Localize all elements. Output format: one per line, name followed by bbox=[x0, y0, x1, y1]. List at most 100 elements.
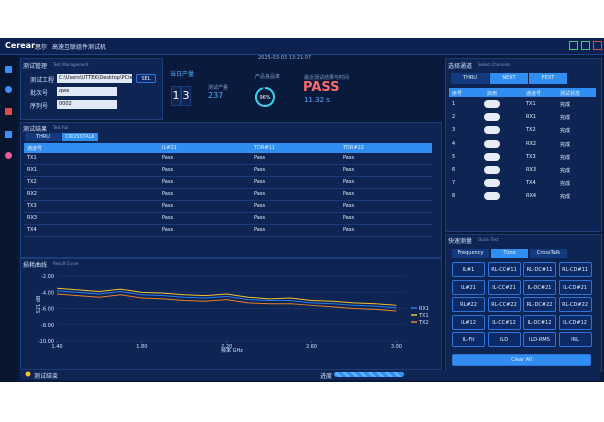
channel-status: 完成 bbox=[560, 154, 571, 161]
channel-name: RX4 bbox=[526, 193, 537, 200]
title-bar bbox=[0, 38, 604, 55]
quick-tab[interactable]: Time bbox=[491, 249, 528, 258]
table-cell: RX1 bbox=[27, 167, 38, 173]
close-button[interactable] bbox=[593, 41, 602, 50]
enable-toggle[interactable] bbox=[484, 139, 500, 148]
quick-button[interactable]: IL-Fit bbox=[452, 332, 485, 347]
nav-icon[interactable] bbox=[5, 66, 12, 73]
progress-bar bbox=[334, 372, 404, 377]
table-cell: Pass bbox=[343, 167, 355, 173]
enable-toggle[interactable] bbox=[484, 192, 500, 201]
enable-toggle[interactable] bbox=[484, 166, 500, 174]
datetime: 2025-03-03 13:21:07 bbox=[258, 55, 312, 61]
enable-toggle[interactable] bbox=[484, 179, 500, 188]
channel-status: 完成 bbox=[560, 115, 571, 122]
progress-label: 进度 bbox=[320, 373, 333, 380]
table-cell: Pass bbox=[254, 155, 266, 161]
logo: Cerear bbox=[5, 41, 36, 50]
channel-name: TX2 bbox=[526, 127, 536, 134]
x-tick-label: 3.00 bbox=[391, 344, 402, 350]
quick-tab[interactable]: CrossTalk bbox=[530, 249, 567, 258]
nav-icon[interactable] bbox=[5, 152, 12, 159]
window-button[interactable] bbox=[581, 41, 590, 50]
field-label: 批次号 bbox=[30, 90, 49, 97]
channel-tab[interactable]: NEXT bbox=[490, 73, 528, 84]
x-tick-label: 2.20 bbox=[221, 344, 232, 350]
field-input[interactable]: qwe bbox=[57, 87, 117, 96]
channel-name: TX1 bbox=[526, 101, 536, 107]
quick-button[interactable]: RL-CC#11 bbox=[487, 262, 521, 277]
quick-button[interactable]: RL-CC#22 bbox=[487, 297, 521, 312]
channel-name: TX3 bbox=[526, 153, 536, 160]
quick-button[interactable]: RL-CD#11 bbox=[558, 262, 592, 277]
clear-button[interactable]: Clear All bbox=[452, 354, 591, 366]
legend-label: TX1 bbox=[418, 313, 429, 319]
table-row bbox=[24, 153, 432, 165]
nav-icon[interactable] bbox=[5, 131, 12, 138]
table-header bbox=[24, 143, 432, 153]
channel-name: RX3 bbox=[526, 167, 537, 173]
enable-toggle[interactable] bbox=[484, 113, 500, 122]
panel-title: 测试管理 bbox=[23, 63, 48, 70]
quick-button[interactable]: ILD bbox=[487, 332, 521, 347]
column-header: 测试状态 bbox=[560, 91, 581, 97]
panel-title: 测试结果 bbox=[23, 126, 48, 133]
quick-button[interactable]: IL#12 bbox=[452, 314, 485, 330]
quick-button[interactable]: RL-DC#22 bbox=[523, 297, 556, 312]
row-index: 6 bbox=[452, 167, 456, 173]
nav-icon[interactable] bbox=[5, 108, 12, 115]
quick-button[interactable]: RL-CD#22 bbox=[558, 297, 592, 312]
quick-button[interactable]: IL-CD#12 bbox=[558, 314, 592, 330]
result-tab[interactable]: THRU bbox=[25, 133, 61, 141]
enable-toggle[interactable] bbox=[484, 100, 500, 108]
quick-button[interactable]: IL#21 bbox=[452, 279, 485, 295]
panel-title: 快速测量 bbox=[448, 238, 473, 245]
quick-tab[interactable]: Frequency bbox=[452, 249, 489, 258]
y-tick-label: -2.00 bbox=[41, 274, 54, 280]
quick-button[interactable]: IL-DC#12 bbox=[523, 314, 556, 330]
enable-toggle[interactable] bbox=[484, 152, 500, 161]
table-cell: Pass bbox=[162, 227, 174, 233]
curve-line bbox=[56, 293, 397, 312]
quick-button[interactable]: IL-DC#21 bbox=[523, 279, 556, 295]
select-button[interactable]: SEL bbox=[136, 74, 156, 83]
row-index: 5 bbox=[452, 153, 456, 160]
digit: 3 bbox=[181, 86, 191, 106]
y-tick-label: -10.00 bbox=[38, 339, 54, 345]
field-input[interactable]: C:\Users\UTTEK\Desktop\PCIe B测 bbox=[57, 74, 132, 83]
channel-tab[interactable]: THRU bbox=[451, 73, 489, 84]
window-button[interactable] bbox=[569, 41, 578, 50]
quick-button[interactable]: IL-CD#21 bbox=[558, 279, 592, 295]
table-cell: Pass bbox=[343, 191, 355, 197]
result-tab[interactable]: CROSSTALK bbox=[62, 133, 98, 141]
quick-button[interactable]: IRL bbox=[558, 332, 592, 347]
nav-icon[interactable] bbox=[5, 86, 12, 93]
table-cell: Pass bbox=[254, 179, 266, 185]
quick-button[interactable]: IL#1 bbox=[452, 262, 485, 277]
yield-arc bbox=[255, 87, 275, 107]
table-row bbox=[24, 213, 432, 225]
total: 237 bbox=[208, 91, 224, 100]
quick-button[interactable]: IL-CC#12 bbox=[487, 314, 521, 330]
quick-button[interactable]: RL#22 bbox=[452, 297, 485, 312]
time: 11.32 s bbox=[304, 96, 330, 104]
y-axis-label: S21 dB bbox=[36, 295, 42, 313]
table-cell: Pass bbox=[254, 203, 266, 209]
enable-toggle[interactable] bbox=[484, 126, 500, 135]
channel-name: RX2 bbox=[526, 140, 537, 147]
field-input[interactable]: 0002 bbox=[57, 100, 117, 109]
column-header: IL#21 bbox=[162, 145, 177, 151]
quick-button[interactable]: RL-DC#11 bbox=[523, 262, 556, 277]
quick-button[interactable]: IL-CC#21 bbox=[487, 279, 521, 295]
logo-cn: 思尔 bbox=[35, 44, 48, 51]
legend-label: RX1 bbox=[419, 306, 429, 312]
digit: 1 bbox=[171, 86, 181, 106]
row-index: 8 bbox=[452, 193, 456, 200]
table-row bbox=[24, 165, 432, 177]
channel-tab[interactable]: FEXT bbox=[529, 73, 567, 84]
x-axis-label: 频率 GHz bbox=[221, 347, 243, 354]
field-label: 序列号 bbox=[30, 103, 49, 110]
quick-button[interactable]: ILD-RMS bbox=[523, 332, 556, 347]
channel-name: TX4 bbox=[526, 180, 536, 187]
